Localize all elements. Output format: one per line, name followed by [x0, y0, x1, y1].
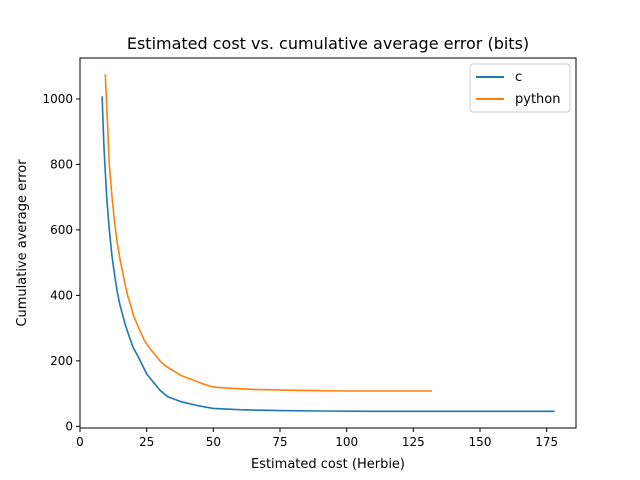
x-tick-label: 0: [76, 435, 84, 449]
series-lines: [101, 74, 555, 413]
chart-title: Estimated cost vs. cumulative average er…: [127, 34, 529, 53]
y-axis: 0 200 400 600 800 1000: [42, 92, 80, 433]
series-line-c: [101, 96, 555, 413]
x-axis-label: Estimated cost (Herbie): [251, 457, 405, 472]
legend-label-python: python: [515, 92, 560, 107]
y-tick-label: 400: [50, 288, 73, 302]
y-tick-label: 0: [65, 419, 73, 433]
x-tick-label: 175: [535, 435, 558, 449]
y-tick-label: 1000: [42, 92, 73, 106]
y-tick-label: 600: [50, 223, 73, 237]
x-tick-label: 125: [402, 435, 425, 449]
legend: c python: [469, 63, 571, 113]
legend-label-c: c: [515, 70, 522, 85]
x-axis: 0 25 50 75 100 125 150 175: [76, 428, 558, 449]
x-tick-label: 75: [272, 435, 287, 449]
series-line-python: [104, 74, 432, 392]
plot-frame: [79, 57, 577, 429]
y-tick-label: 800: [50, 157, 73, 171]
x-tick-label: 50: [206, 435, 221, 449]
y-tick-label: 200: [50, 354, 73, 368]
x-tick-label: 100: [335, 435, 358, 449]
x-tick-label: 150: [469, 435, 492, 449]
y-axis-label: Cumulative average error: [15, 159, 30, 327]
x-tick-label: 25: [139, 435, 154, 449]
